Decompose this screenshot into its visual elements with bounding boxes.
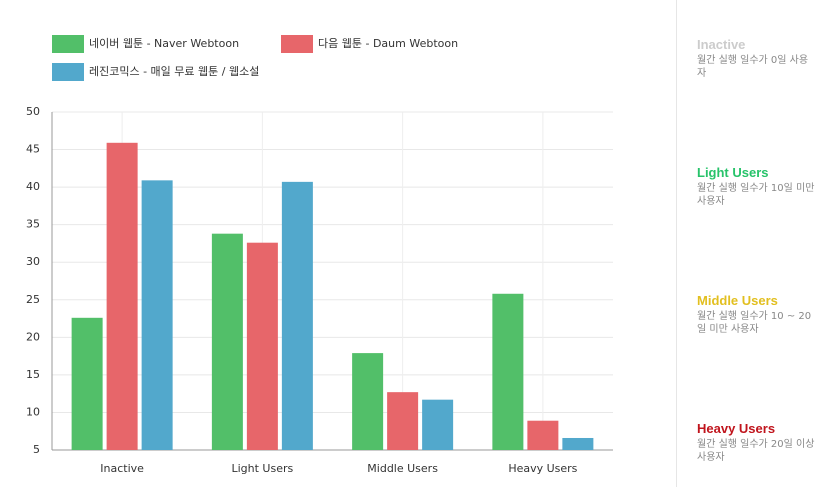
sidebar-item: Light Users 월간 실행 일수가 10일 미만 사용자 [697, 165, 815, 208]
sidebar-title: Middle Users [697, 293, 778, 308]
sidebar-item: Middle Users 월간 실행 일수가 10 ~ 20일 미만 사용자 [697, 293, 815, 336]
y-tick-label: 45 [26, 143, 40, 156]
x-tick-label: Inactive [100, 462, 144, 475]
bar [106, 142, 138, 450]
sidebar-desc: 월간 실행 일수가 20일 이상 사용자 [697, 439, 815, 463]
bar [281, 181, 313, 450]
x-tick-label: Middle Users [367, 462, 438, 475]
y-tick-label: 25 [26, 293, 40, 306]
legend-swatch [52, 63, 84, 81]
x-tick-label: Light Users [231, 462, 293, 475]
y-tick-label: 30 [26, 255, 40, 268]
y-tick-label: 15 [26, 368, 40, 381]
bar [562, 437, 594, 450]
y-tick-label: 40 [26, 180, 40, 193]
sidebar: Inactive 월간 실행 일수가 0일 사용자 Light Users 월간 실행… [676, 0, 820, 487]
sidebar-item: Heavy Users 월간 실행 일수가 20일 이상 사용자 [697, 421, 815, 464]
sidebar-desc: 월간 실행 일수가 10 ~ 20일 미만 사용자 [697, 311, 812, 335]
bar [246, 242, 278, 450]
sidebar-title: Light Users [697, 165, 769, 180]
sidebar-desc: 월간 실행 일수가 10일 미만 사용자 [697, 183, 815, 207]
bar [71, 317, 103, 450]
bar [492, 293, 524, 450]
y-tick-label: 5 [33, 443, 40, 456]
bar [352, 353, 384, 450]
sidebar-item: Inactive 월간 실행 일수가 0일 사용자 [697, 37, 815, 80]
y-tick-label: 35 [26, 218, 40, 231]
sidebar-title: Inactive [697, 37, 746, 52]
bar [387, 392, 419, 450]
bar [527, 420, 559, 450]
sidebar-desc: 월간 실행 일수가 0일 사용자 [697, 55, 809, 79]
y-tick-label: 50 [26, 105, 40, 118]
x-tick-label: Heavy Users [508, 462, 577, 475]
bar [422, 399, 454, 450]
legend-swatch [281, 35, 313, 53]
y-tick-label: 10 [26, 405, 40, 418]
legend-label: 레진코믹스 - 매일 무료 웹툰 / 웹소설 [89, 64, 259, 78]
y-tick-label: 20 [26, 330, 40, 343]
legend-label: 네이버 웹툰 - Naver Webtoon [89, 37, 239, 50]
sidebar-title: Heavy Users [697, 421, 776, 436]
bar [211, 233, 243, 450]
chart: 5 10 15 20 25 30 35 40 45 50 Inactive Light Users Mi… [26, 35, 613, 475]
legend-label: 다음 웹툰 - Daum Webtoon [318, 37, 458, 50]
legend-swatch [52, 35, 84, 53]
bar [141, 180, 173, 450]
